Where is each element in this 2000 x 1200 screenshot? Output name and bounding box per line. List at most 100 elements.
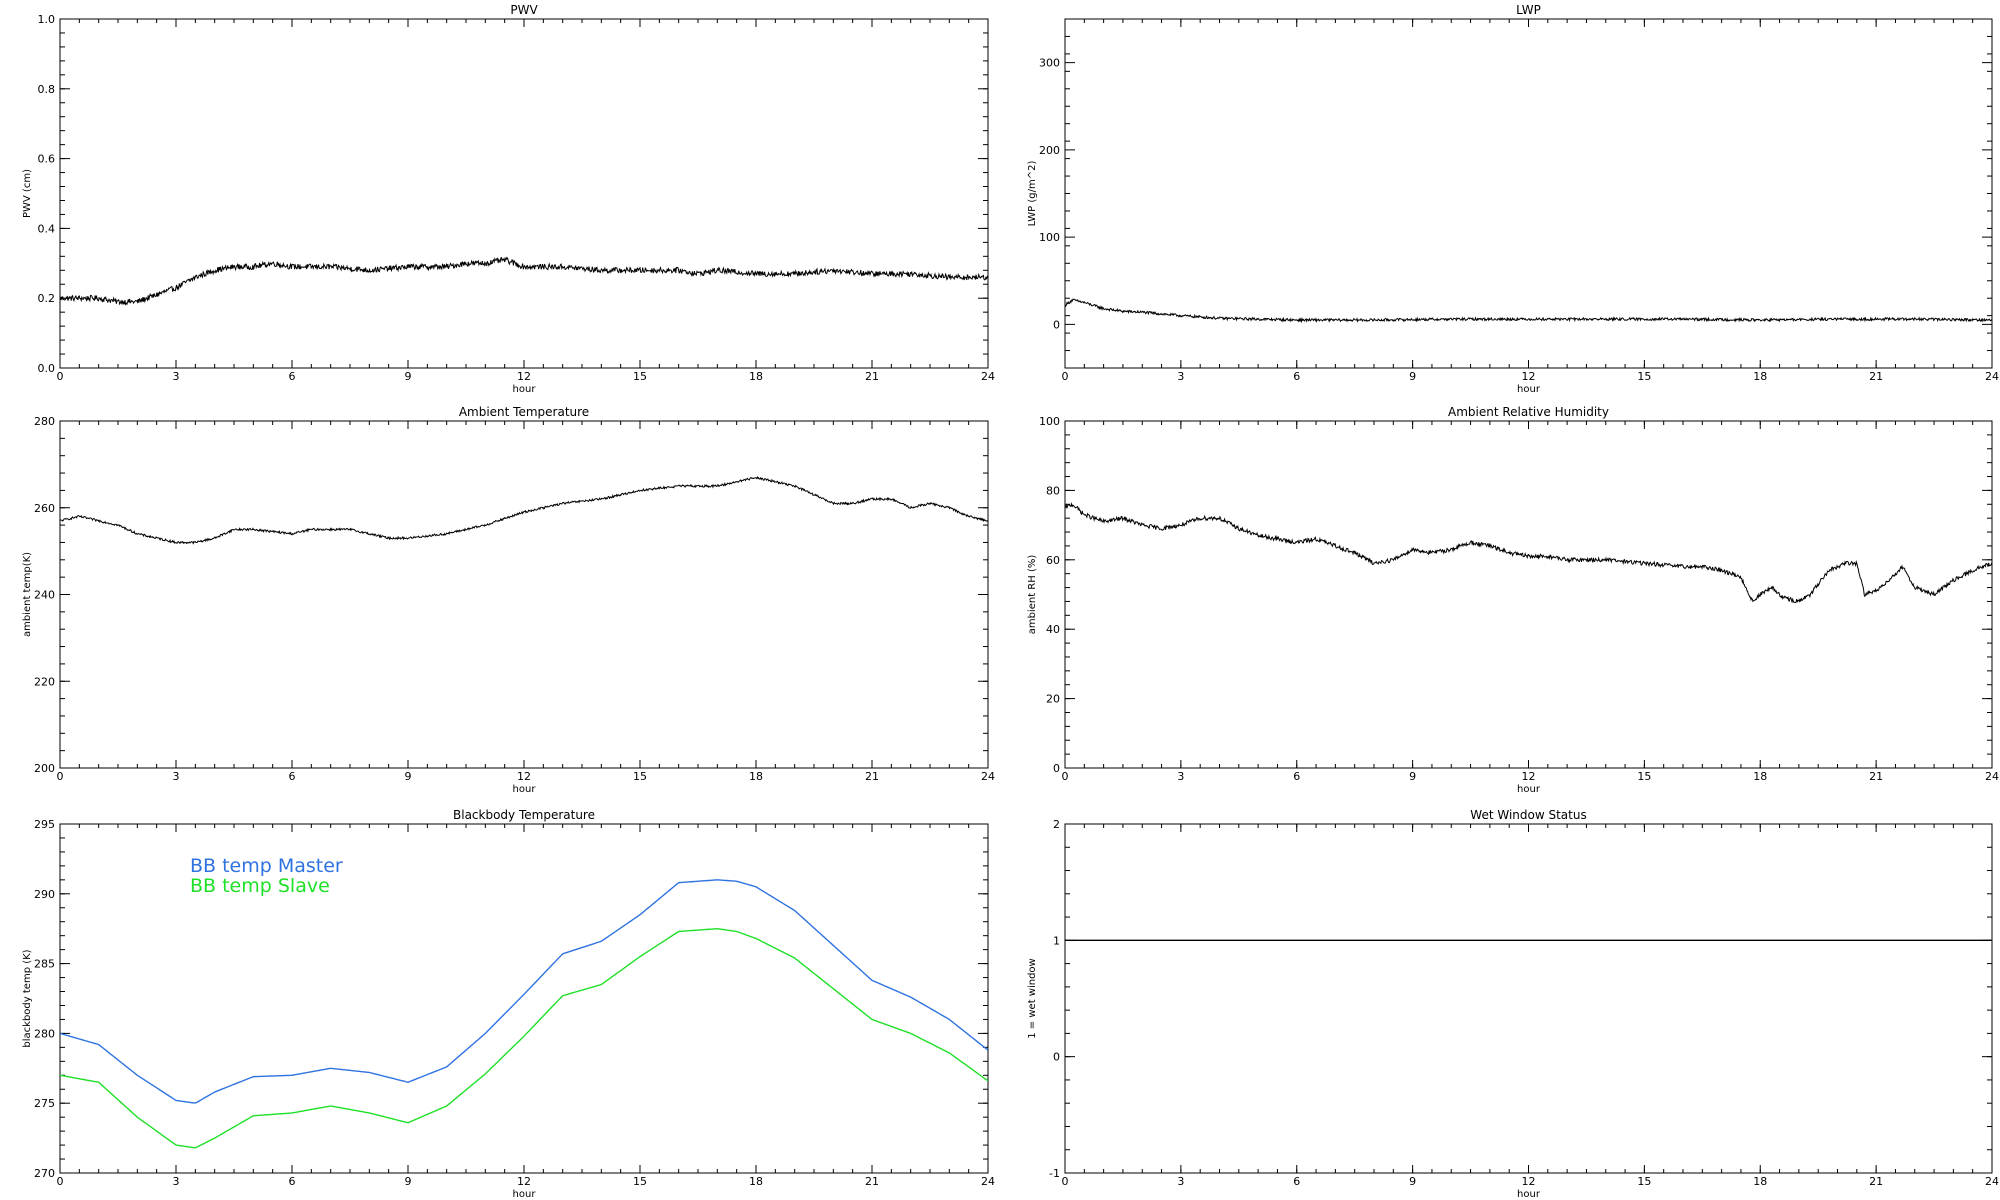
x-tick-label: 12 xyxy=(517,770,531,783)
ambient-relative-humidity-chart: Ambient Relative Humidity 0 3 6 9 12 15 18 21 24 0… xyxy=(1027,405,1999,795)
x-tick-label: 18 xyxy=(749,1175,763,1188)
x-tick-label: 21 xyxy=(865,370,879,383)
x-tick-label: 0 xyxy=(57,770,64,783)
x-axis-label: hour xyxy=(513,384,537,395)
x-tick-label: 9 xyxy=(405,1175,412,1188)
x-tick-label: 24 xyxy=(981,1175,995,1188)
plot-frame xyxy=(1064,420,1993,769)
x-tick-label: 15 xyxy=(1637,770,1651,783)
y-axis-label: blackbody temp (K) xyxy=(22,949,33,1047)
y-tick-label: 0 xyxy=(1053,318,1060,331)
series-line-1 xyxy=(1065,298,1992,324)
x-tick-label: 0 xyxy=(57,370,64,383)
y-tick-label: 0.2 xyxy=(38,292,56,305)
y-tick-label: -1 xyxy=(1049,1167,1060,1180)
legend-entry-bb-temp-slave: BB temp Slave xyxy=(190,875,330,897)
x-tick-label: 9 xyxy=(1409,370,1416,383)
y-tick-label: 275 xyxy=(34,1097,55,1110)
x-axis-label: hour xyxy=(1517,784,1541,795)
y-axis-label: ambient RH (%) xyxy=(1027,555,1038,635)
x-tick-label: 6 xyxy=(1293,1175,1300,1188)
x-tick-label: 3 xyxy=(173,770,180,783)
plot-frame xyxy=(59,18,989,369)
y-tick-label: 2 xyxy=(1053,818,1060,831)
x-tick-label: 24 xyxy=(981,770,995,783)
x-tick-label: 9 xyxy=(405,370,412,383)
x-tick-label: 18 xyxy=(1753,370,1767,383)
y-tick-label: 260 xyxy=(34,502,55,515)
y-tick-label: 220 xyxy=(34,675,55,688)
x-tick-label: 15 xyxy=(633,370,647,383)
x-tick-label: 0 xyxy=(1062,1175,1069,1188)
x-tick-label: 21 xyxy=(1869,370,1883,383)
plot-frame xyxy=(1064,18,1993,369)
y-tick-label: 295 xyxy=(34,818,55,831)
lwp-chart: LWP 0 3 6 9 12 15 18 21 24 0 100 200 300 hour LWP (g/m^… xyxy=(1027,3,1999,395)
ambient-temperature-chart: Ambient Temperature 0 3 6 9 12 15 18 21 24 200 220 2… xyxy=(22,405,995,795)
x-tick-label: 21 xyxy=(865,1175,879,1188)
chart-title: Blackbody Temperature xyxy=(453,808,595,822)
series-line-1 xyxy=(60,475,988,545)
y-tick-label: 200 xyxy=(1039,144,1060,157)
x-tick-label: 18 xyxy=(749,370,763,383)
y-tick-label: 285 xyxy=(34,958,55,971)
chart-title: LWP xyxy=(1516,3,1541,17)
y-tick-label: 300 xyxy=(1039,57,1060,70)
x-tick-label: 18 xyxy=(1753,1175,1767,1188)
y-tick-label: 280 xyxy=(34,415,55,428)
y-tick-label: 100 xyxy=(1039,415,1060,428)
x-tick-label: 6 xyxy=(289,370,296,383)
x-tick-label: 3 xyxy=(173,1175,180,1188)
y-tick-label: 290 xyxy=(34,888,55,901)
chart-title: Ambient Temperature xyxy=(459,405,589,419)
plot-frame xyxy=(1064,823,1993,1174)
x-tick-label: 24 xyxy=(981,370,995,383)
x-tick-label: 18 xyxy=(749,770,763,783)
plot-frame xyxy=(59,420,989,769)
pwv-chart: PWV 0 3 6 9 12 15 18 21 24 0.0 0.2 0.4 0.6 0.8 1.0 hour P… xyxy=(22,3,995,395)
y-axis-label: ambient temp(K) xyxy=(22,552,33,637)
blackbody-temperature-chart: Blackbody Temperature 0 3 6 9 12 15 18 21 24 270 27… xyxy=(22,808,995,1200)
y-tick-label: 0 xyxy=(1053,1051,1060,1064)
series-line-bb-temp-slave xyxy=(60,927,988,1149)
x-tick-label: 24 xyxy=(1985,770,1999,783)
series-line-1 xyxy=(1065,501,1992,604)
x-tick-label: 24 xyxy=(1985,1175,1999,1188)
x-tick-label: 6 xyxy=(1293,770,1300,783)
y-axis-label: LWP (g/m^2) xyxy=(1027,161,1038,227)
legend-entry-bb-temp-master: BB temp Master xyxy=(190,855,343,877)
x-tick-label: 21 xyxy=(1869,770,1883,783)
x-tick-label: 12 xyxy=(1522,1175,1536,1188)
x-tick-label: 18 xyxy=(1753,770,1767,783)
y-tick-label: 0.4 xyxy=(38,222,56,235)
y-tick-label: 0.6 xyxy=(38,153,56,166)
y-tick-label: 0.8 xyxy=(38,83,56,96)
x-tick-label: 0 xyxy=(1062,770,1069,783)
y-tick-label: 60 xyxy=(1046,554,1060,567)
x-tick-label: 15 xyxy=(1637,370,1651,383)
y-tick-label: 20 xyxy=(1046,693,1060,706)
y-tick-label: 200 xyxy=(34,762,55,775)
x-tick-label: 6 xyxy=(1293,370,1300,383)
x-tick-label: 3 xyxy=(1177,770,1184,783)
y-tick-label: 1 xyxy=(1053,934,1060,947)
x-axis-label: hour xyxy=(1517,384,1541,395)
x-tick-label: 21 xyxy=(1869,1175,1883,1188)
y-tick-label: 280 xyxy=(34,1027,55,1040)
series-line-1 xyxy=(60,256,988,306)
y-tick-label: 240 xyxy=(34,589,55,602)
x-tick-label: 3 xyxy=(1177,370,1184,383)
x-axis-label: hour xyxy=(513,1189,537,1200)
x-tick-label: 6 xyxy=(289,770,296,783)
x-tick-label: 21 xyxy=(865,770,879,783)
x-tick-label: 15 xyxy=(633,1175,647,1188)
x-tick-label: 12 xyxy=(1522,370,1536,383)
x-tick-label: 15 xyxy=(1637,1175,1651,1188)
chart-title: Ambient Relative Humidity xyxy=(1448,405,1609,419)
y-tick-label: 0.0 xyxy=(38,362,56,375)
y-tick-label: 80 xyxy=(1046,484,1060,497)
chart-title: Wet Window Status xyxy=(1470,808,1586,822)
x-axis-label: hour xyxy=(1517,1189,1541,1200)
